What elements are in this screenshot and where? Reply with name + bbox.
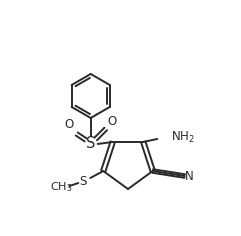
Text: CH$_3$: CH$_3$ [50,180,73,194]
Text: O: O [107,115,116,128]
Text: N: N [185,169,194,182]
Text: NH$_2$: NH$_2$ [171,129,195,144]
Text: S: S [86,136,95,152]
Text: S: S [80,175,87,188]
Text: O: O [64,118,73,131]
